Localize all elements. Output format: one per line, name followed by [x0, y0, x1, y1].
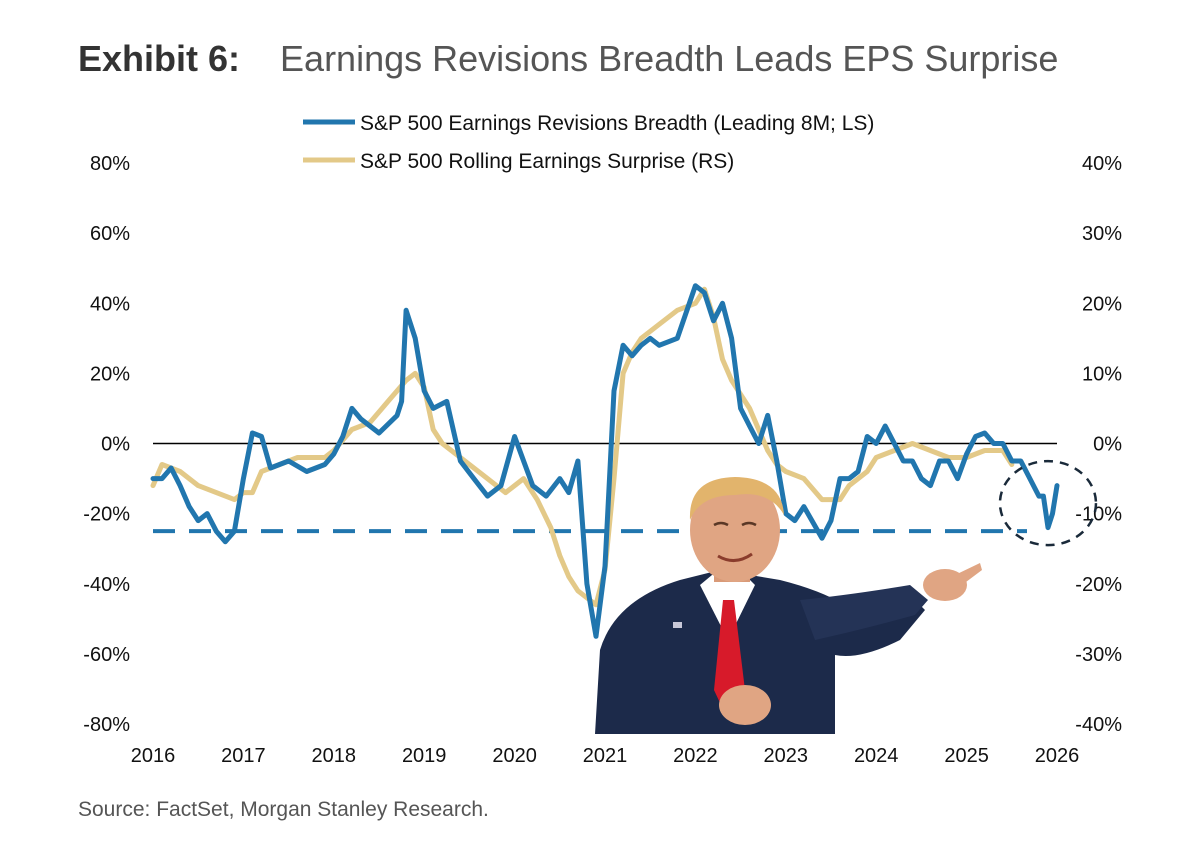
x-tick-label: 2026 — [1035, 745, 1080, 767]
y-right-tick-label: -10% — [1075, 504, 1122, 526]
person-pointing-photo — [595, 477, 982, 734]
x-tick-label: 2020 — [492, 745, 537, 767]
y-axis-right: 40% 30% 20% 10% 0% -10% -20% -30% -40% — [1075, 153, 1122, 736]
legend-label-surprise: S&P 500 Rolling Earnings Surprise (RS) — [360, 150, 734, 173]
x-tick-label: 2016 — [131, 745, 176, 767]
exhibit-title: Earnings Revisions Breadth Leads EPS Sur… — [280, 38, 1059, 79]
lower-hand-shape — [719, 685, 771, 725]
y-left-tick-label: -80% — [83, 714, 130, 736]
face-shape — [690, 478, 780, 582]
y-left-tick-label: -20% — [83, 504, 130, 526]
pointing-finger-shape — [955, 563, 982, 585]
dashed-highlight-circle — [998, 459, 1098, 547]
y-left-tick-label: 80% — [90, 153, 130, 175]
eyes-shape — [713, 521, 757, 527]
y-left-tick-label: -40% — [83, 574, 130, 596]
exhibit-label: Exhibit 6: — [78, 38, 241, 79]
x-tick-label: 2022 — [673, 745, 718, 767]
legend-label-breadth: S&P 500 Earnings Revisions Breadth (Lead… — [360, 112, 874, 135]
chart-title: Exhibit 6: Earnings Revisions Breadth Lea… — [78, 38, 1058, 80]
breadth-series-line — [150, 283, 1060, 639]
series-lines — [150, 283, 1060, 639]
y-axis-left: 80% 60% 40% 20% 0% -20% -40% -60% -80% — [83, 153, 130, 736]
y-left-tick-label: 60% — [90, 223, 130, 245]
y-right-tick-label: 30% — [1082, 223, 1122, 245]
y-left-tick-label: 0% — [101, 434, 130, 456]
y-left-tick-label: 40% — [90, 293, 130, 315]
lapel-pin-shape — [673, 622, 682, 628]
arm-shape — [800, 585, 928, 640]
x-tick-label: 2018 — [312, 745, 357, 767]
y-right-tick-label: -40% — [1075, 714, 1122, 736]
y-right-tick-label: 20% — [1082, 293, 1122, 315]
x-tick-label: 2021 — [583, 745, 628, 767]
x-axis: 2016 2017 2018 2019 2020 2021 2022 2023 2024 2025… — [131, 745, 1080, 767]
y-right-tick-label: 10% — [1082, 363, 1122, 385]
x-tick-label: 2017 — [221, 745, 266, 767]
y-right-tick-label: -30% — [1075, 644, 1122, 666]
x-tick-label: 2024 — [854, 745, 899, 767]
y-right-tick-label: -20% — [1075, 574, 1122, 596]
x-tick-label: 2025 — [944, 745, 989, 767]
pointing-hand-shape — [923, 569, 967, 601]
surprise-series-line — [150, 286, 1015, 608]
highlight-circle — [998, 459, 1098, 547]
x-tick-label: 2019 — [402, 745, 447, 767]
y-right-tick-label: 40% — [1082, 153, 1122, 175]
y-left-tick-label: -60% — [83, 644, 130, 666]
legend: S&P 500 Earnings Revisions Breadth (Lead… — [303, 112, 874, 173]
source-note: Source: FactSet, Morgan Stanley Research… — [78, 798, 489, 821]
mouth-shape — [717, 552, 753, 562]
y-right-tick-label: 0% — [1093, 434, 1122, 456]
hair-shape — [689, 477, 784, 520]
y-left-tick-label: 20% — [90, 363, 130, 385]
x-tick-label: 2023 — [764, 745, 809, 767]
